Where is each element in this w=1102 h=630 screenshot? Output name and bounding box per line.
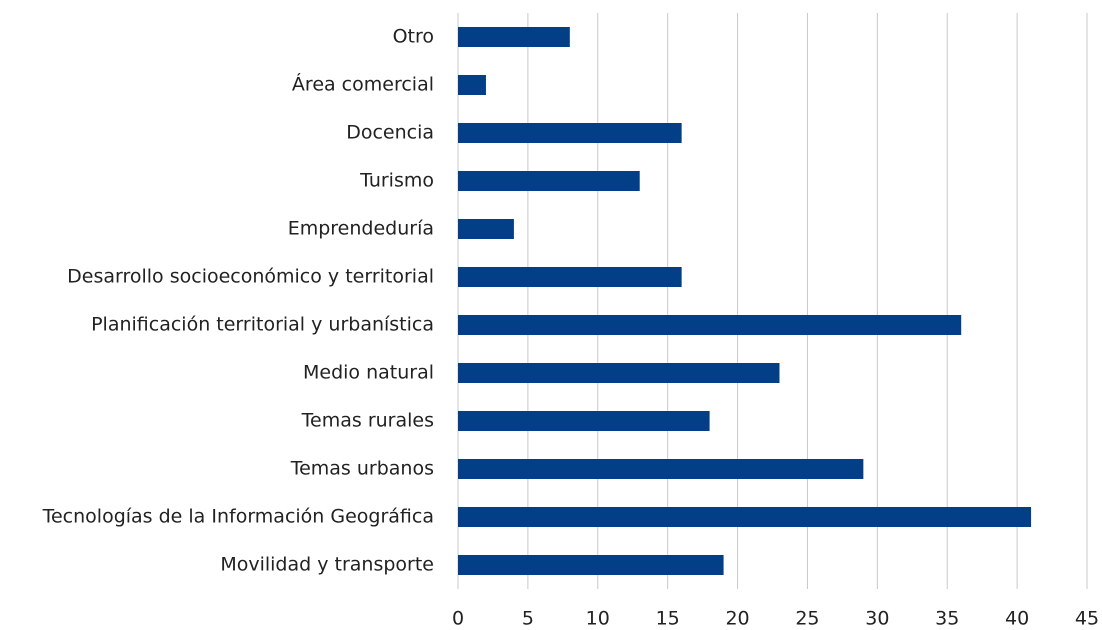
x-tick-label: 0: [452, 608, 464, 630]
x-tick-label: 25: [795, 608, 819, 630]
y-tick-label: Docencia: [346, 122, 434, 144]
x-tick-label: 35: [935, 608, 959, 630]
x-tick-label: 10: [586, 608, 610, 630]
y-tick-label: Turismo: [359, 170, 434, 192]
bar: [458, 315, 962, 335]
y-tick-label: Temas rurales: [301, 410, 434, 432]
bar: [458, 123, 682, 143]
y-tick-label: Movilidad y transporte: [220, 554, 434, 576]
x-tick-label: 45: [1075, 608, 1099, 630]
bar: [458, 171, 640, 191]
x-tick-label: 5: [522, 608, 534, 630]
y-tick-label: Medio natural: [303, 362, 434, 384]
x-tick-label: 30: [865, 608, 889, 630]
x-tick-label: 20: [725, 608, 749, 630]
bar: [458, 27, 570, 47]
y-tick-label: Área comercial: [292, 73, 434, 96]
x-tick-label: 40: [1005, 608, 1029, 630]
bar: [458, 555, 724, 575]
y-tick-label: Temas urbanos: [290, 458, 434, 480]
bar: [458, 75, 486, 95]
bar: [458, 459, 864, 479]
bar: [458, 411, 710, 431]
y-tick-label: Emprendeduría: [288, 218, 434, 240]
bar: [458, 363, 780, 383]
y-tick-label: Otro: [393, 26, 434, 48]
x-tick-label: 15: [656, 608, 680, 630]
y-tick-label: Planificación territorial y urbanística: [91, 314, 434, 336]
bar: [458, 267, 682, 287]
bar: [458, 219, 514, 239]
y-tick-label: Desarrollo socioeconómico y territorial: [67, 266, 434, 288]
y-tick-label: Tecnologías de la Información Geográfica: [42, 506, 434, 528]
bar: [458, 507, 1032, 527]
